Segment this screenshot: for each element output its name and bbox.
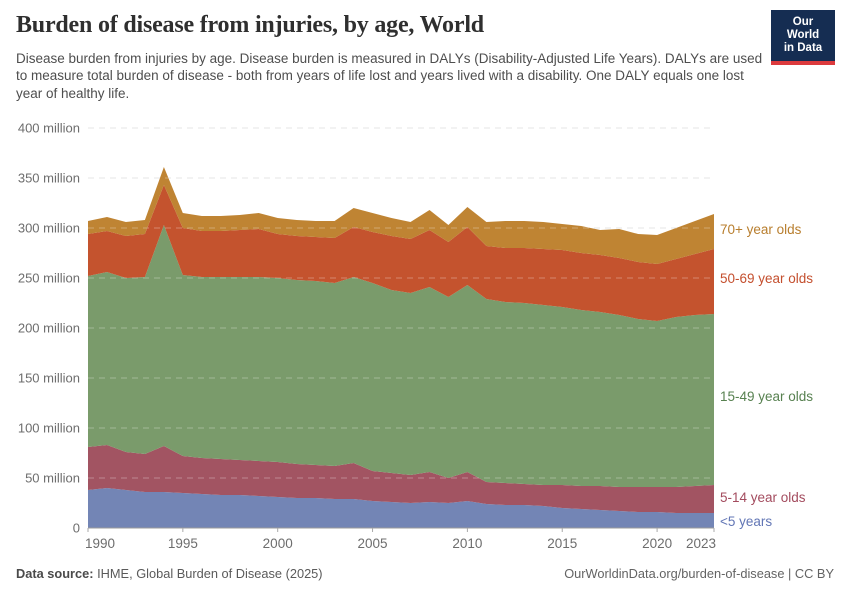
x-axis-label: 2015 bbox=[547, 536, 577, 551]
data-source-label: Data source: bbox=[16, 566, 94, 581]
y-axis-label: 250 million bbox=[18, 271, 80, 286]
area-15-49[interactable] bbox=[88, 225, 714, 487]
x-axis-label: 2023 bbox=[686, 536, 716, 551]
y-axis-label: 300 million bbox=[18, 221, 80, 236]
legend-label-70-plus[interactable]: 70+ year olds bbox=[720, 222, 802, 237]
data-source-text: IHME, Global Burden of Disease (2025) bbox=[93, 566, 323, 581]
cc-by-link[interactable]: CC BY bbox=[794, 566, 834, 581]
x-axis-label: 2010 bbox=[452, 536, 482, 551]
owid-logo-line1: Our World bbox=[786, 16, 820, 42]
x-axis-label: 2020 bbox=[642, 536, 672, 551]
legend-label-50-69[interactable]: 50-69 year olds bbox=[720, 271, 814, 286]
chart-subtitle: Disease burden from injuries by age. Dis… bbox=[16, 51, 763, 101]
legend-label-5-14[interactable]: 5-14 year olds bbox=[720, 490, 806, 505]
legend-label-15-49[interactable]: 15-49 year olds bbox=[720, 389, 814, 404]
x-axis-label: 2000 bbox=[263, 536, 293, 551]
y-axis-label: 100 million bbox=[18, 421, 80, 436]
x-axis-label: 2005 bbox=[358, 536, 388, 551]
license-line: OurWorldinData.org/burden-of-disease | C… bbox=[564, 566, 834, 581]
owid-logo-line2: in Data bbox=[783, 42, 823, 55]
owid-logo[interactable]: Our World in Data bbox=[771, 10, 835, 65]
license-separator: | bbox=[784, 566, 795, 581]
area-50-69[interactable] bbox=[88, 185, 714, 321]
area-under-5[interactable] bbox=[88, 488, 714, 528]
area-70-plus[interactable] bbox=[88, 167, 714, 264]
data-source: Data source: IHME, Global Burden of Dise… bbox=[16, 566, 323, 581]
x-axis-label: 1990 bbox=[85, 536, 115, 551]
legend-label-under-5[interactable]: <5 years bbox=[720, 514, 773, 529]
y-axis-label: 0 bbox=[73, 521, 80, 536]
area-5-14[interactable] bbox=[88, 445, 714, 513]
y-axis-label: 200 million bbox=[18, 321, 80, 336]
y-axis-label: 350 million bbox=[18, 171, 80, 186]
y-axis-label: 150 million bbox=[18, 371, 80, 386]
y-axis-label: 50 million bbox=[25, 471, 80, 486]
page-title: Burden of disease from injuries, by age,… bbox=[16, 12, 484, 38]
owid-url-link[interactable]: OurWorldinData.org/burden-of-disease bbox=[564, 566, 785, 581]
x-axis-label: 1995 bbox=[168, 536, 198, 551]
y-axis-label: 400 million bbox=[18, 121, 80, 136]
